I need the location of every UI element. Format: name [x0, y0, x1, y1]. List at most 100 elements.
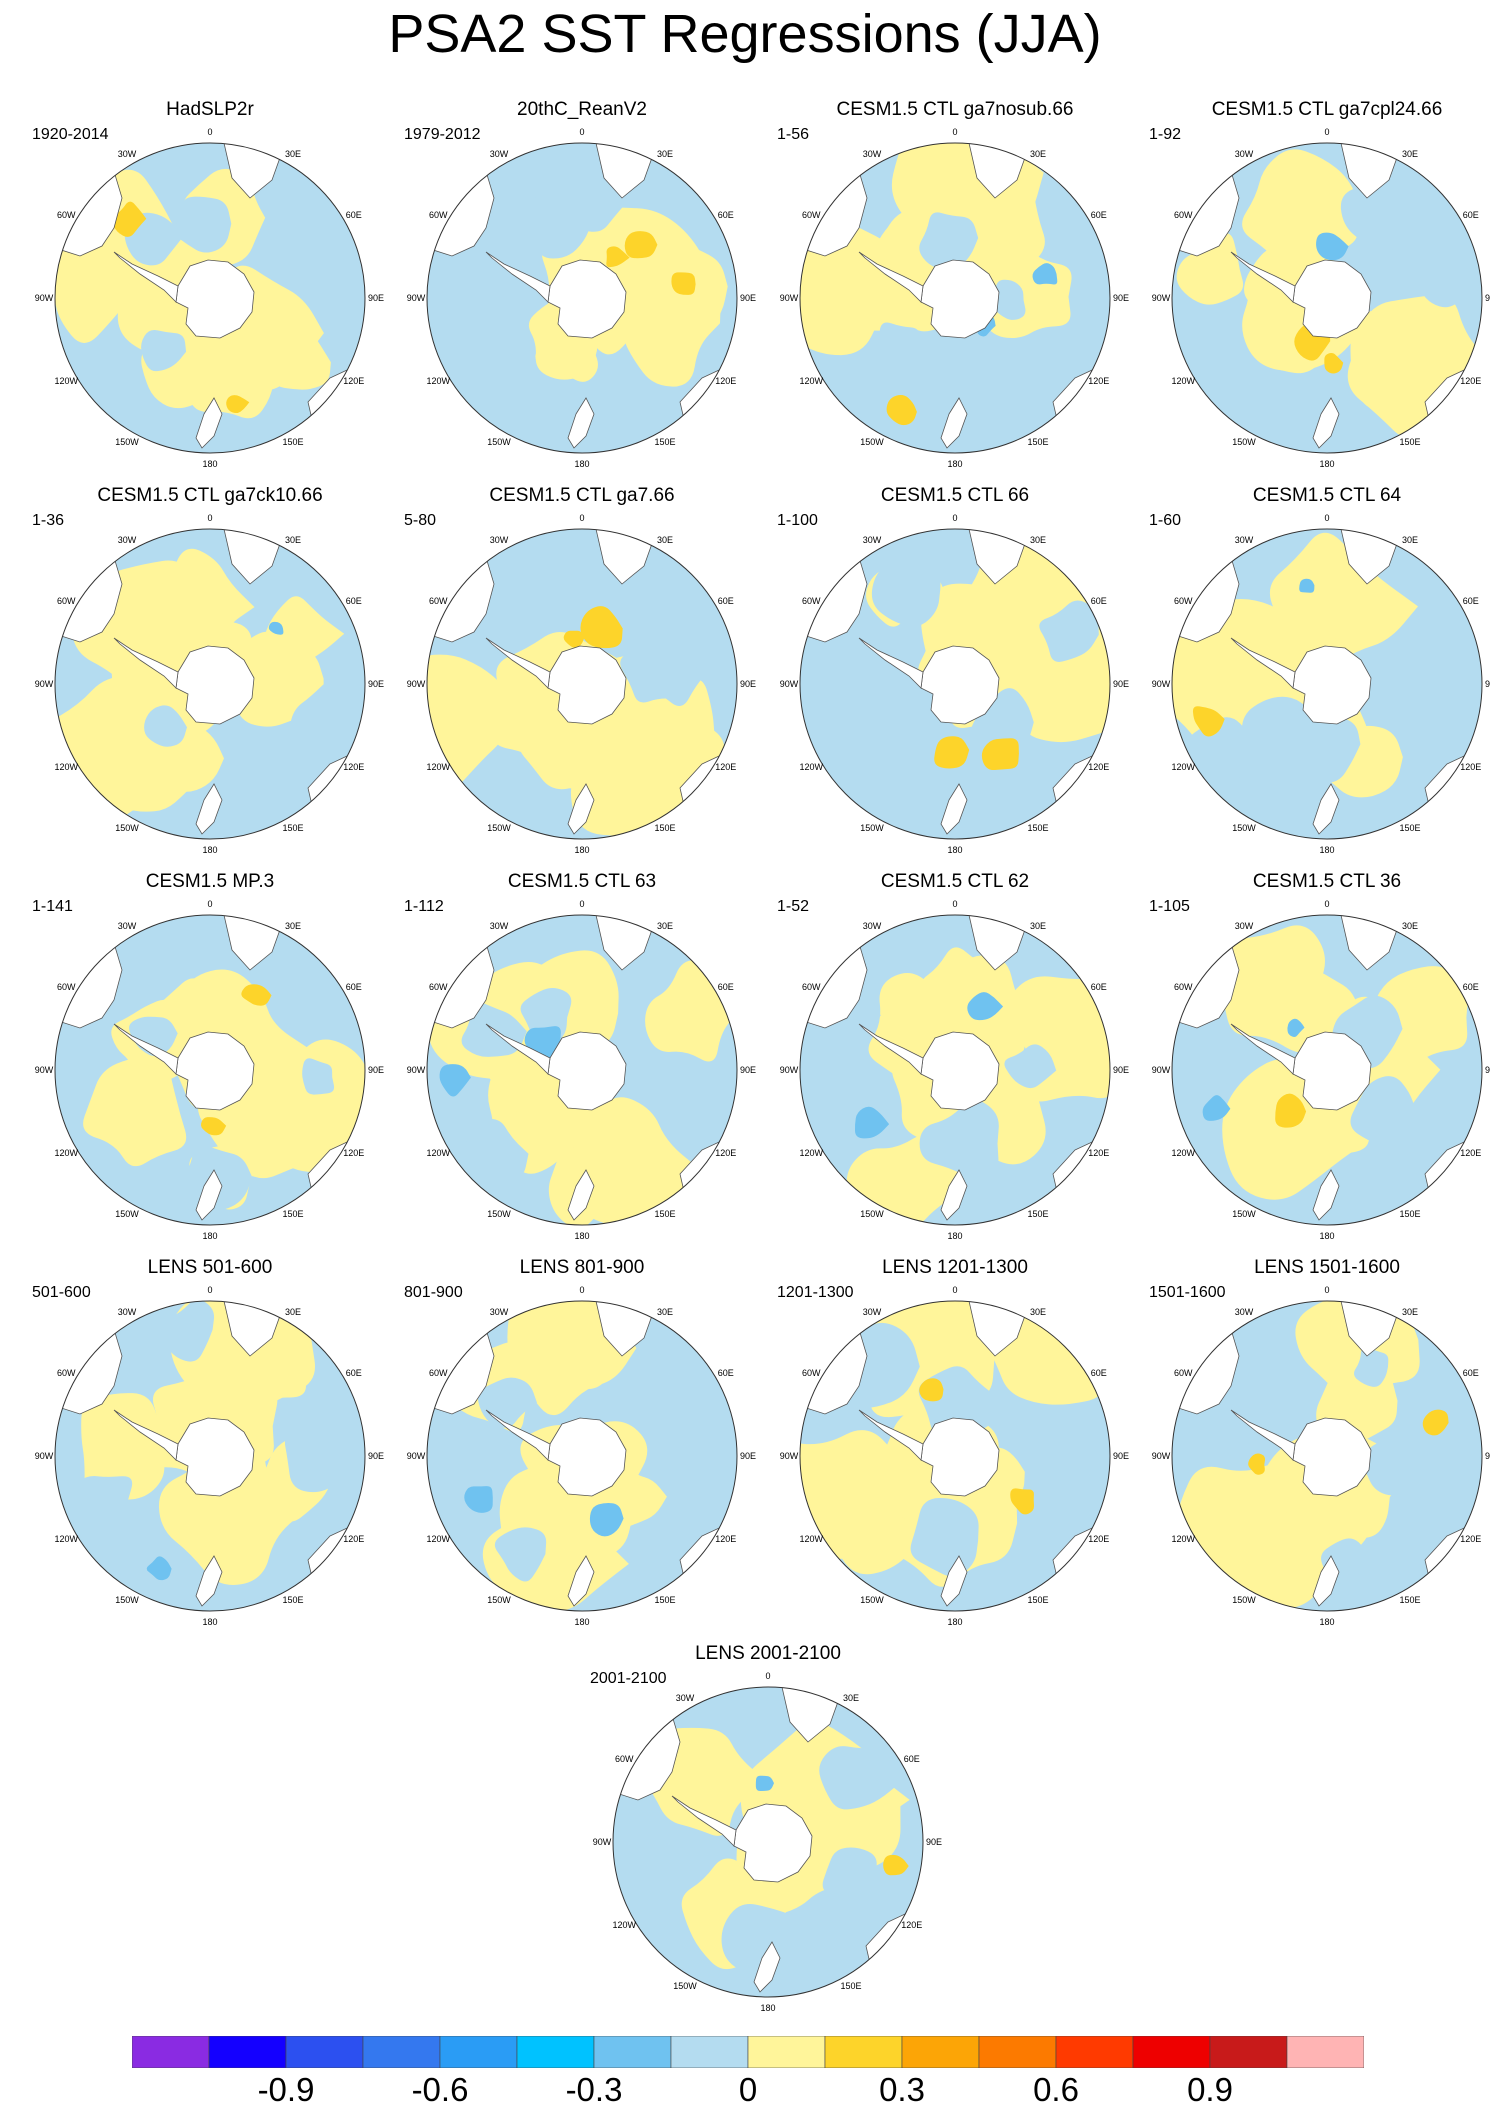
longitude-label: 150E	[1027, 1209, 1048, 1219]
negative-anomaly-region	[174, 196, 232, 253]
longitude-label: 30E	[657, 535, 673, 545]
colorbar-swatch	[516, 2036, 595, 2068]
strong-positive-anomaly	[919, 1378, 944, 1402]
map-boundary	[426, 142, 738, 454]
map-panel: CESM1.5 CTL ga7cpl24.66 1-92 0 30E 60E 90E 120…	[1149, 98, 1490, 469]
strong-negative-anomaly	[1032, 263, 1058, 285]
panel-period: 1-141	[32, 898, 73, 915]
longitude-label: 30E	[843, 1693, 859, 1703]
longitude-label: 120E	[715, 1148, 736, 1158]
longitude-label: 90E	[1113, 1065, 1129, 1075]
longitude-label: 30E	[657, 149, 673, 159]
longitude-label: 60E	[346, 596, 362, 606]
antarctic-peninsula	[1230, 1023, 1296, 1075]
antarctic-peninsula	[1230, 251, 1296, 303]
negative-anomaly-region	[302, 1058, 335, 1095]
polar-map: 0 30E 60E 90E 120E 150E 180 150W 120W 90W 60W 30W	[780, 513, 1129, 855]
strong-negative-anomaly	[854, 1106, 890, 1139]
longitude-label: 30E	[285, 149, 301, 159]
longitude-label: 0	[952, 1285, 957, 1295]
longitude-label: 60E	[346, 1368, 362, 1378]
panel-title: LENS 1201-1300	[882, 1257, 1028, 1278]
longitude-label: 30W	[490, 535, 509, 545]
antarctica	[175, 1417, 255, 1497]
polar-map: 0 30E 60E 90E 120E 150E 180 150W 120W 90W 60W 30W	[35, 513, 384, 855]
colorbar-swatch	[1209, 2036, 1288, 2068]
positive-anomaly-region	[535, 308, 598, 382]
longitude-label: 150E	[282, 437, 303, 447]
longitude-label: 180	[1319, 1231, 1334, 1241]
negative-anomaly-region	[284, 1407, 359, 1493]
sst-field	[55, 529, 365, 839]
longitude-label: 120E	[1460, 1534, 1481, 1544]
longitude-label: 30W	[118, 921, 137, 931]
longitude-label: 90W	[780, 1451, 799, 1461]
strong-positive-anomaly	[883, 1854, 909, 1876]
map-boundary	[426, 1300, 738, 1612]
strong-negative-anomaly	[589, 1503, 624, 1537]
longitude-label: 90E	[1485, 679, 1490, 689]
longitude-label: 0	[579, 899, 584, 909]
antarctica	[1292, 645, 1372, 725]
strong-negative-anomaly	[439, 1064, 471, 1097]
longitude-label: 120E	[343, 376, 364, 386]
longitude-label: 30W	[1235, 1307, 1254, 1317]
map-boundary	[54, 142, 366, 454]
polar-map: 0 30E 60E 90E 120E 150E 180 150W 120W 90W 60W 30W	[407, 127, 756, 469]
strong-positive-anomaly	[1275, 1093, 1307, 1128]
new-zealand	[940, 1169, 968, 1221]
longitude-label: 60W	[57, 982, 76, 992]
new-zealand	[940, 397, 968, 449]
polar-map: 0 30E 60E 90E 120E 150E 180 150W 120W 90W 60W 30W	[780, 1285, 1129, 1627]
colorbar-labels: -0.9 -0.6 -0.3 0 0.3 0.6 0.9	[132, 2072, 1364, 2112]
colorbar-tick-label: 0.9	[1187, 2071, 1233, 2108]
positive-anomaly-region	[427, 654, 523, 793]
negative-anomaly-region	[144, 705, 187, 747]
longitude-label: 150E	[1399, 823, 1420, 833]
polar-map: 0 30E 60E 90E 120E 150E 180 150W 120W 90W 60W 30W	[1152, 1285, 1490, 1627]
panel-period: 1-105	[1149, 898, 1190, 915]
sst-field	[1172, 1301, 1482, 1611]
strong-positive-anomaly	[886, 395, 917, 426]
longitude-label: 90E	[368, 1065, 384, 1075]
strong-positive-anomaly	[112, 201, 147, 237]
longitude-label: 90W	[407, 293, 426, 303]
longitude-label: 90E	[1485, 1065, 1490, 1075]
map-panel: CESM1.5 CTL 62 1-52 0 30E 60E 90E 120E 150E 180 1…	[777, 870, 1129, 1241]
colorbar-tick-label: -0.9	[257, 2071, 315, 2108]
negative-anomaly-region	[620, 639, 700, 703]
longitude-label: 30W	[863, 1307, 882, 1317]
polar-map: 0 30E 60E 90E 120E 150E 180 150W 120W 90W 60W 30W	[407, 899, 756, 1241]
map-boundary	[54, 528, 366, 840]
panel-period: 1-112	[404, 898, 444, 915]
longitude-label: 60E	[904, 1754, 920, 1764]
negative-anomaly-region	[661, 1462, 698, 1501]
longitude-label: 60W	[57, 1368, 76, 1378]
positive-anomaly-region	[228, 631, 324, 727]
panel-period: 1979-2012	[404, 126, 481, 143]
positive-anomaly-region	[482, 1493, 629, 1611]
panel-period: 1-100	[777, 512, 818, 529]
panel-period: 1920-2014	[32, 126, 109, 143]
antarctica	[733, 1803, 813, 1883]
longitude-label: 150W	[487, 1209, 511, 1219]
map-panel: CESM1.5 CTL 64 1-60 0 30E 60E 90E 120E 150E 180 1…	[1149, 484, 1490, 855]
polar-map: 0 30E 60E 90E 120E 150E 180 150W 120W 90W 60W 30W	[407, 513, 756, 855]
longitude-label: 30W	[490, 149, 509, 159]
longitude-label: 90W	[1152, 679, 1171, 689]
longitude-label: 120E	[1460, 1148, 1481, 1158]
strong-positive-anomaly	[1010, 1488, 1035, 1515]
longitude-label: 180	[1319, 845, 1334, 855]
map-boundary	[799, 142, 1111, 454]
polar-map: 0 30E 60E 90E 120E 150E 180 150W 120W 90W 60W 30W	[35, 127, 384, 469]
longitude-label: 0	[579, 1285, 584, 1295]
map-panel: CESM1.5 CTL 36 1-105 0 30E 60E 90E 120E 150E 180…	[1149, 870, 1490, 1241]
map-boundary	[1171, 914, 1483, 1226]
polar-map: 0 30E 60E 90E 120E 150E 180 150W 120W 90W 60W 30W	[407, 1285, 756, 1627]
longitude-label: 60W	[429, 982, 448, 992]
longitude-label: 120W	[54, 762, 78, 772]
strong-positive-anomaly	[1422, 1409, 1449, 1436]
longitude-label: 30E	[657, 921, 673, 931]
negative-anomaly-region	[1362, 1437, 1415, 1496]
longitude-label: 180	[760, 2003, 775, 2013]
